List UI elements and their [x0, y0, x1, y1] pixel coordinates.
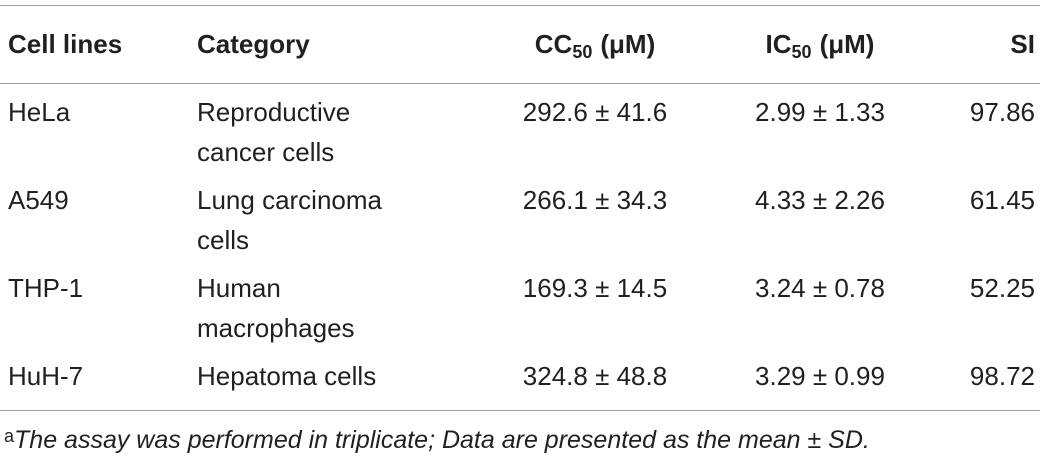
header-unit: (μM): [600, 29, 656, 59]
table-cell: Reproductive cancer cells: [197, 84, 477, 173]
header-row: Cell lines Category CC50 (μM) IC50 (μM) SI: [0, 5, 1040, 84]
table-body: HeLa Reproductive cancer cells 292.6 ± 41.…: [0, 84, 1040, 411]
category-text: Human macrophages: [197, 273, 355, 343]
table-cell: THP-1: [8, 273, 84, 303]
table-row: THP-1 Human macrophages 169.3 ± 14.5 3.24 ±…: [0, 260, 1040, 348]
category-text: Lung carcinoma cells: [197, 185, 382, 255]
header-cell: Cell lines: [8, 29, 123, 59]
table-cell: HuH-7: [8, 361, 84, 391]
table-container: Cell lines Category CC50 (μM) IC50 (μM) SI HeL…: [0, 5, 1040, 460]
footnote: aThe assay was performed in triplicate; …: [0, 411, 1040, 460]
table-cell: 4.33 ± 2.26: [755, 185, 885, 215]
category-text: Reproductive cancer cells: [197, 97, 351, 167]
table-cell: 169.3 ± 14.5: [522, 273, 668, 303]
table-row: A549 Lung carcinoma cells 266.1 ± 34.3 4.33…: [0, 172, 1040, 260]
table-cell: 3.29 ± 0.99: [755, 361, 885, 391]
header-main: CC: [534, 29, 573, 59]
table-cell: 97.86: [969, 97, 1035, 127]
header-cell: SI: [1010, 29, 1035, 59]
header-unit: (μM): [819, 29, 875, 59]
table-cell: 2.99 ± 1.33: [755, 97, 885, 127]
category-text: Hepatoma cells: [197, 361, 377, 391]
table-header: Cell lines Category CC50 (μM) IC50 (μM) SI: [0, 5, 1040, 84]
data-table: Cell lines Category CC50 (μM) IC50 (μM) SI HeL…: [0, 5, 1040, 411]
table-cell: 52.25: [969, 273, 1035, 303]
table-row: HeLa Reproductive cancer cells 292.6 ± 41.…: [0, 84, 1040, 173]
table-cell: 324.8 ± 48.8: [522, 361, 668, 391]
table-cell: Lung carcinoma cells: [197, 172, 477, 260]
table-cell: 61.45: [969, 185, 1035, 215]
footnote-marker: a: [4, 426, 15, 446]
table-cell: 98.72: [969, 361, 1035, 391]
table-cell: HeLa: [8, 97, 71, 127]
header-cell: Category: [197, 29, 310, 59]
header-cell: IC50 (μM): [713, 6, 927, 84]
table-cell: 266.1 ± 34.3: [522, 185, 668, 215]
table-row: HuH-7 Hepatoma cells 324.8 ± 48.8 3.29 ± 0.…: [0, 348, 1040, 411]
table-cell: Human macrophages: [197, 260, 477, 348]
header-subscript: 50: [791, 42, 812, 62]
table-cell: A549: [8, 185, 69, 215]
footnote-text: The assay was performed in triplicate; D…: [14, 426, 870, 454]
table-cell: Hepatoma cells: [197, 348, 477, 411]
header-cell: CC50 (μM): [477, 6, 713, 84]
table-cell: 3.24 ± 0.78: [755, 273, 885, 303]
table-cell: 292.6 ± 41.6: [522, 97, 668, 127]
header-subscript: 50: [572, 42, 593, 62]
header-main: IC: [765, 29, 792, 59]
